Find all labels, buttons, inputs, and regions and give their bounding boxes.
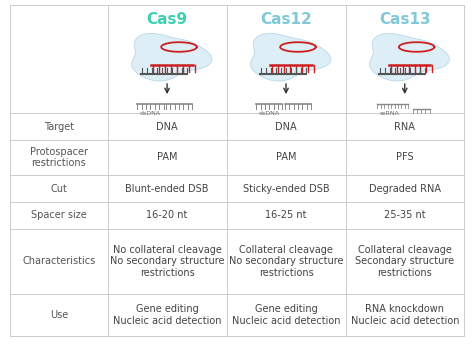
Text: Target: Target: [44, 121, 74, 131]
Text: Sticky-ended DSB: Sticky-ended DSB: [243, 184, 329, 193]
Text: Gene editing
Nucleic acid detection: Gene editing Nucleic acid detection: [232, 304, 340, 326]
Text: 16-25 nt: 16-25 nt: [265, 211, 307, 220]
Text: RNA: RNA: [394, 121, 415, 131]
Text: Blunt-ended DSB: Blunt-ended DSB: [125, 184, 209, 193]
Polygon shape: [132, 33, 212, 81]
Text: dsDNA: dsDNA: [140, 111, 161, 116]
Text: Protospacer
restrictions: Protospacer restrictions: [30, 147, 88, 168]
Text: dsDNA: dsDNA: [259, 111, 280, 116]
Text: 25-35 nt: 25-35 nt: [384, 211, 426, 220]
Text: Collateral cleavage
Secondary structure
restrictions: Collateral cleavage Secondary structure …: [355, 245, 454, 278]
Text: Gene editing
Nucleic acid detection: Gene editing Nucleic acid detection: [113, 304, 221, 326]
Text: Degraded RNA: Degraded RNA: [369, 184, 441, 193]
Text: Spacer size: Spacer size: [31, 211, 87, 220]
Text: PAM: PAM: [276, 153, 296, 163]
Text: Cas9: Cas9: [146, 11, 188, 27]
Text: PAM: PAM: [157, 153, 177, 163]
Text: DNA: DNA: [275, 121, 297, 131]
Text: Cas12: Cas12: [260, 11, 312, 27]
Text: 16-20 nt: 16-20 nt: [146, 211, 188, 220]
Text: RNA knockdown
Nucleic acid detection: RNA knockdown Nucleic acid detection: [350, 304, 459, 326]
Text: Cas13: Cas13: [379, 11, 430, 27]
Polygon shape: [370, 33, 449, 81]
Text: Cut: Cut: [50, 184, 67, 193]
Text: DNA: DNA: [156, 121, 178, 131]
Text: ssRNA: ssRNA: [380, 111, 400, 116]
Text: PFS: PFS: [396, 153, 414, 163]
Text: Collateral cleavage
No secondary structure
restrictions: Collateral cleavage No secondary structu…: [229, 245, 343, 278]
Text: Characteristics: Characteristics: [22, 257, 95, 267]
Text: Use: Use: [50, 310, 68, 320]
Polygon shape: [251, 33, 331, 81]
Text: No collateral cleavage
No secondary structure
restrictions: No collateral cleavage No secondary stru…: [110, 245, 224, 278]
